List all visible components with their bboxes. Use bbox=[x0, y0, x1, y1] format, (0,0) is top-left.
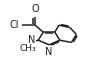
Text: Cl: Cl bbox=[10, 20, 19, 30]
Text: N: N bbox=[28, 35, 36, 45]
Text: N: N bbox=[45, 47, 53, 57]
Text: CH₃: CH₃ bbox=[20, 44, 37, 53]
Text: O: O bbox=[31, 4, 39, 14]
